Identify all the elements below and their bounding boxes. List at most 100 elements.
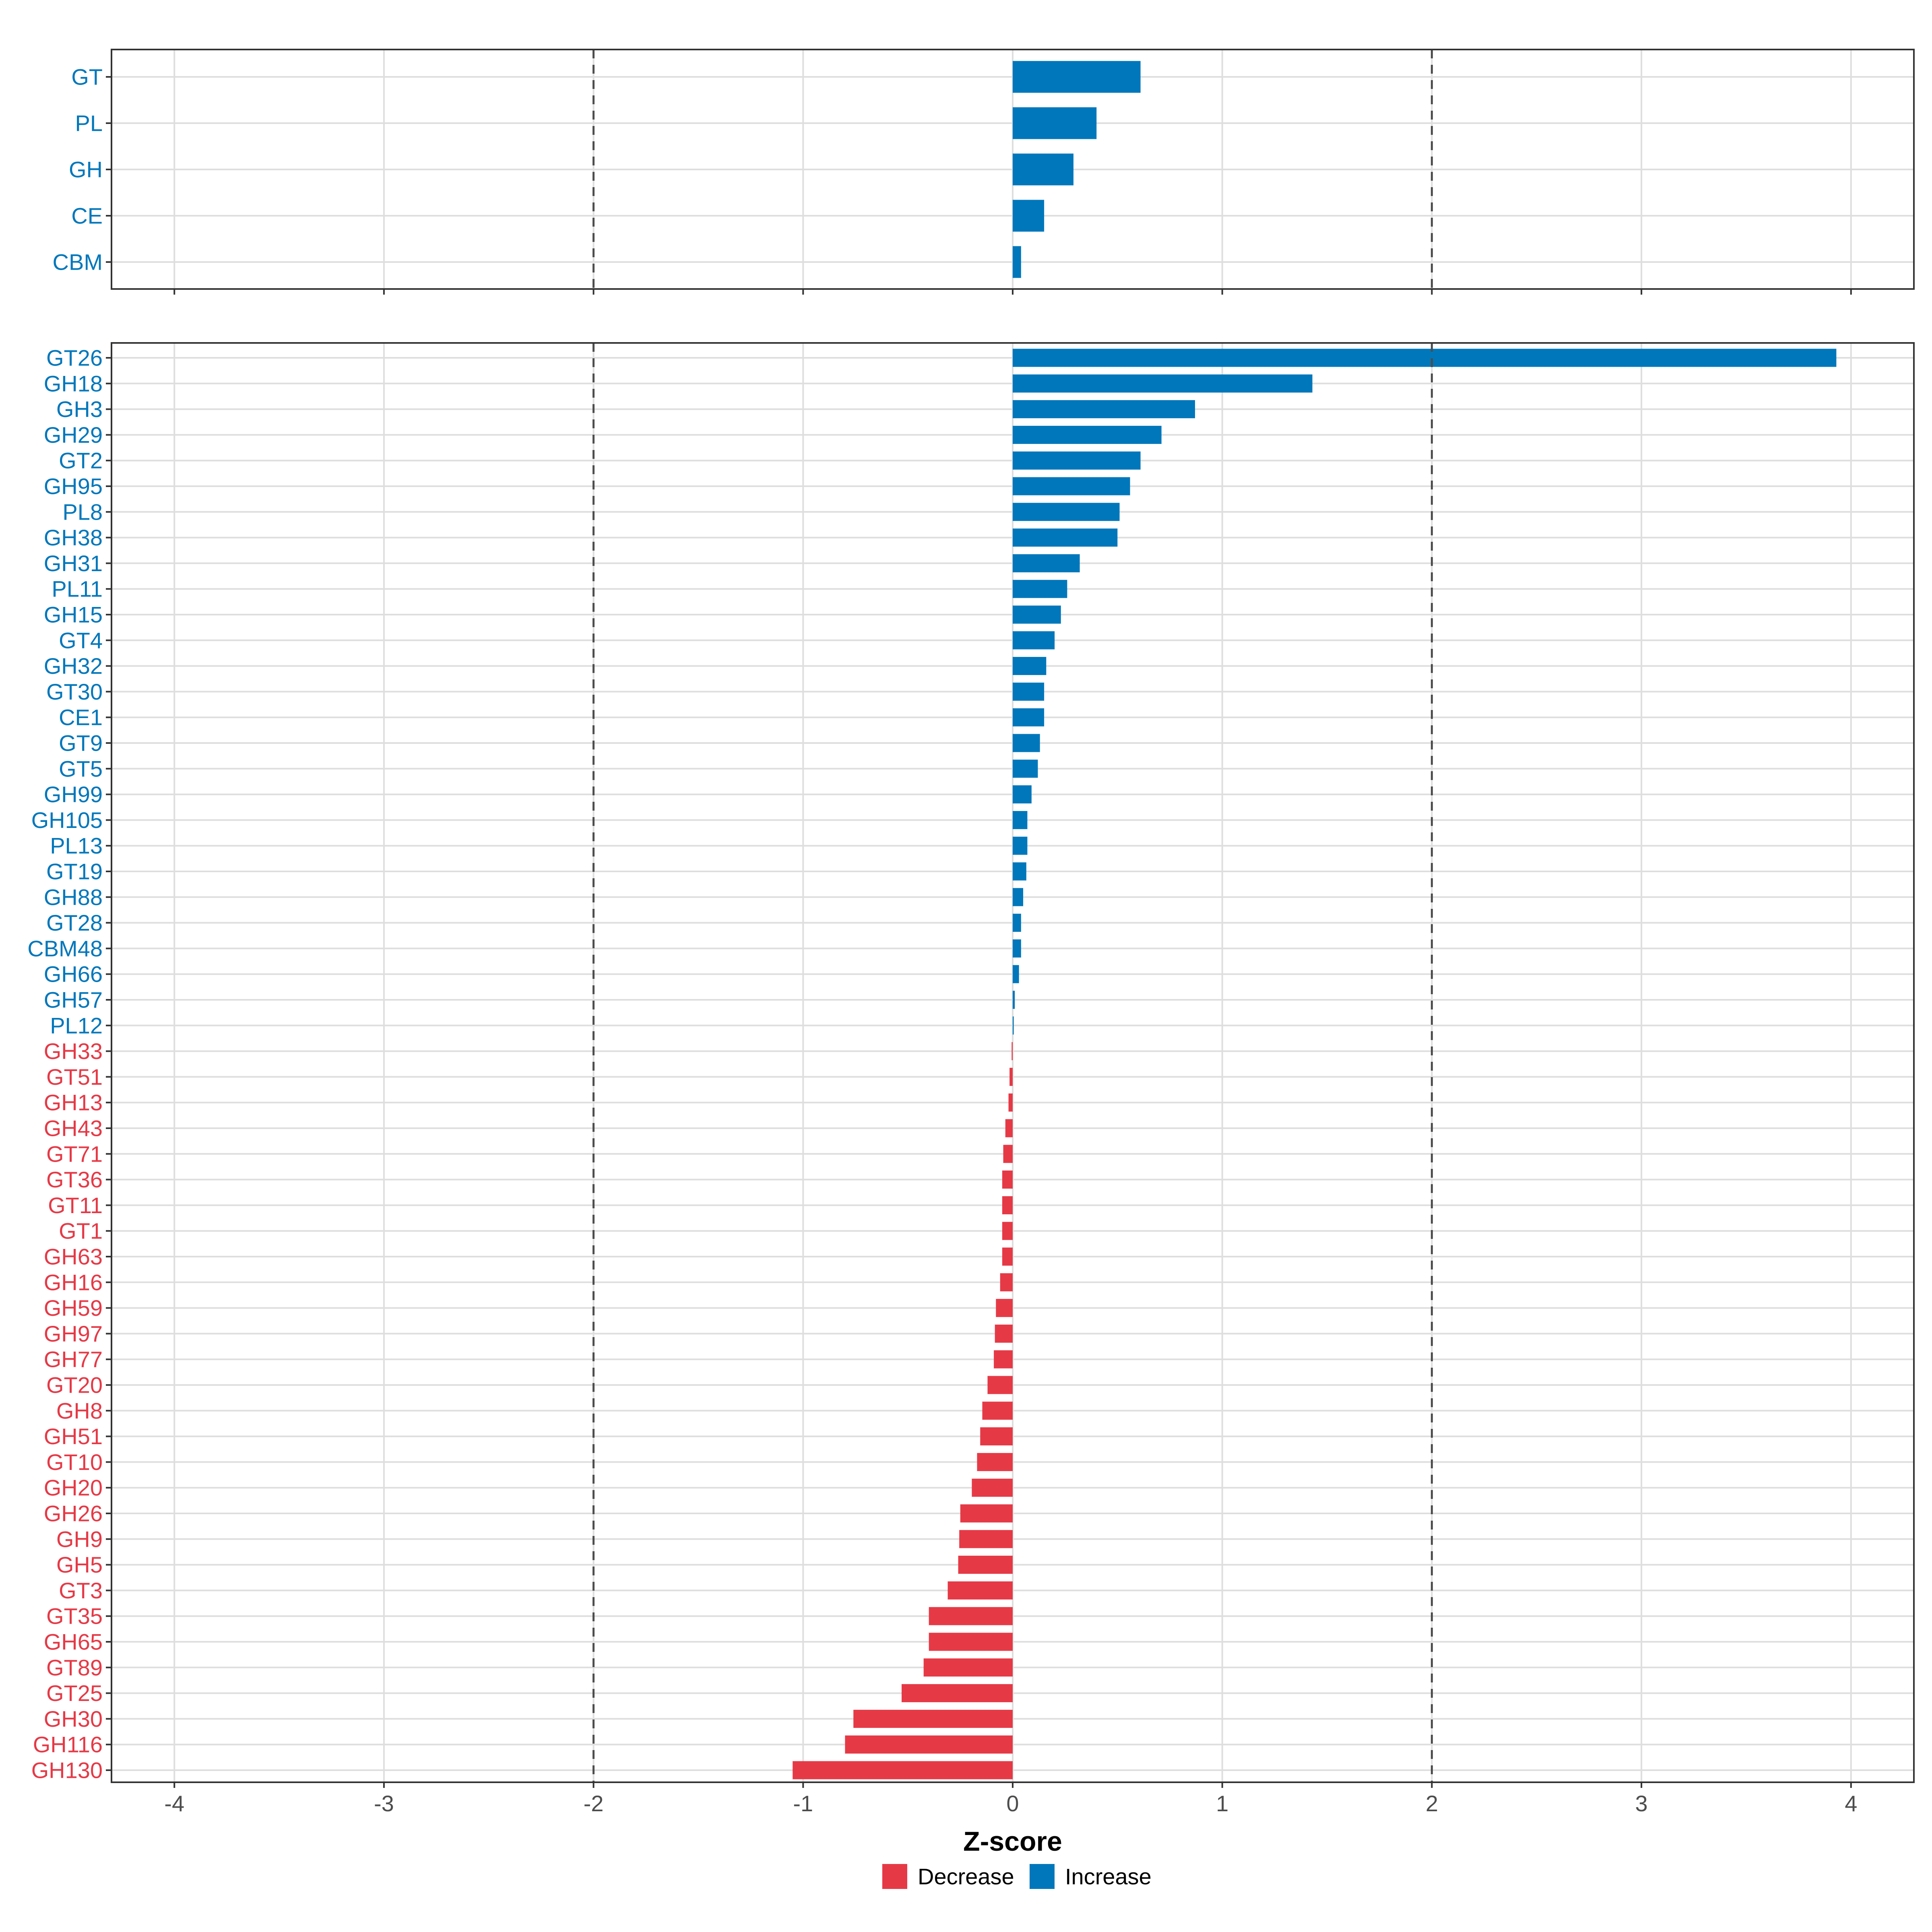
ytick-label-gt5: GT5 [59,756,103,781]
ytick-label-gh3: GH3 [56,396,103,422]
ytick-label-gt28: GT28 [46,910,103,935]
bar-gh43 [1005,1119,1013,1137]
bar-pl11 [1013,580,1067,598]
bar-gt2 [1013,451,1141,470]
xtick-label: 0 [1006,1791,1019,1816]
bar-gt19 [1013,862,1026,881]
bar-gt4 [1013,631,1055,650]
bar-pl13 [1013,836,1028,855]
ytick-label-gt9: GT9 [59,731,103,756]
ytick-label-gh130: GH130 [31,1758,103,1783]
bar-ce1 [1013,708,1044,727]
bar-gh51 [980,1427,1013,1446]
ytick-label-gt25: GT25 [46,1680,103,1706]
ytick-label-gh5: GH5 [56,1552,103,1577]
bar-pl [1013,107,1097,139]
bar-gh9 [959,1530,1013,1548]
bar-gt10 [977,1453,1013,1471]
bar-gh5 [958,1556,1013,1574]
bar-gh95 [1013,477,1130,495]
bar-gh99 [1013,785,1032,804]
ytick-label-gh66: GH66 [44,962,103,987]
ytick-label-cbm48: CBM48 [27,936,103,961]
xtick-label: -4 [164,1791,184,1816]
ytick-label-gt35: GT35 [46,1604,103,1629]
legend-label-decrease: Decrease [918,1864,1014,1889]
legend-key-increase [1030,1864,1055,1889]
ytick-label-gt89: GT89 [46,1655,103,1680]
ytick-label-ce: CE [71,203,103,229]
ytick-label-gt20: GT20 [46,1373,103,1398]
bar-cbm48 [1013,939,1021,958]
bar-gh16 [1000,1273,1013,1292]
bar-gh30 [853,1709,1013,1728]
ytick-label-gt51: GT51 [46,1064,103,1090]
xtick-label: 4 [1845,1791,1857,1816]
ytick-label-ce1: CE1 [59,705,103,730]
bar-gh8 [982,1402,1013,1420]
bar-gh38 [1013,528,1118,547]
ytick-label-pl11: PL11 [52,576,103,602]
ytick-label-gh65: GH65 [44,1629,103,1655]
ytick-label-gt3: GT3 [59,1578,103,1603]
bar-gt [1013,61,1141,93]
bar-gt25 [902,1684,1013,1703]
ytick-label-gh99: GH99 [44,782,103,807]
ytick-label-gh29: GH29 [44,422,103,448]
ytick-label-gh59: GH59 [44,1295,103,1321]
bar-gt51 [1009,1067,1013,1086]
ytick-label-gh13: GH13 [44,1090,103,1115]
bar-gh66 [1013,965,1019,983]
bar-gh15 [1013,605,1061,624]
bar-gh88 [1013,888,1024,906]
ytick-label-pl12: PL12 [50,1013,103,1038]
bar-gt28 [1013,914,1021,932]
bar-gh33 [1011,1042,1013,1061]
ytick-label-gh97: GH97 [44,1321,103,1346]
bar-gh63 [1002,1247,1013,1266]
ytick-label-cbm: CBM [53,250,103,275]
ytick-label-gh88: GH88 [44,884,103,910]
ytick-label-pl: PL [75,111,103,136]
ytick-label-gh: GH [69,157,103,182]
bar-gh13 [1008,1093,1013,1112]
ytick-label-gh77: GH77 [44,1347,103,1372]
ytick-label-gh9: GH9 [56,1526,103,1552]
ytick-label-gh95: GH95 [44,474,103,499]
ytick-label-gh30: GH30 [44,1706,103,1732]
bar-gt89 [923,1658,1013,1677]
bar-pl12 [1013,1016,1014,1035]
ytick-label-gt11: GT11 [48,1193,103,1218]
bar-gh [1013,153,1074,186]
ytick-label-gh20: GH20 [44,1475,103,1501]
bar-gt71 [1003,1145,1013,1163]
bar-gh130 [793,1761,1013,1779]
bar-gh77 [994,1350,1013,1368]
ytick-label-gh16: GH16 [44,1269,103,1295]
ytick-label-pl8: PL8 [62,499,103,524]
bar-gh116 [845,1735,1013,1754]
bar-gh97 [995,1324,1013,1343]
xtick-label: -2 [584,1791,604,1816]
ytick-label-gh38: GH38 [44,525,103,550]
bar-gt11 [1002,1196,1013,1214]
bar-pl8 [1013,503,1120,521]
bar-gh3 [1013,400,1195,419]
ytick-label-gh33: GH33 [44,1038,103,1064]
bar-gt30 [1013,682,1044,701]
bar-gh20 [972,1478,1013,1497]
bar-gt36 [1002,1170,1013,1189]
ytick-label-gt: GT [71,64,103,90]
bar-gh105 [1013,811,1028,829]
ytick-label-gt4: GT4 [59,627,103,653]
ytick-label-gh26: GH26 [44,1501,103,1526]
ytick-label-pl13: PL13 [50,833,103,859]
ytick-label-gt36: GT36 [46,1167,103,1192]
legend-label-increase: Increase [1065,1864,1152,1889]
ytick-label-gt30: GT30 [46,679,103,704]
xtick-label: 1 [1216,1791,1228,1816]
ytick-label-gt19: GT19 [46,859,103,884]
xtick-label: 3 [1635,1791,1648,1816]
